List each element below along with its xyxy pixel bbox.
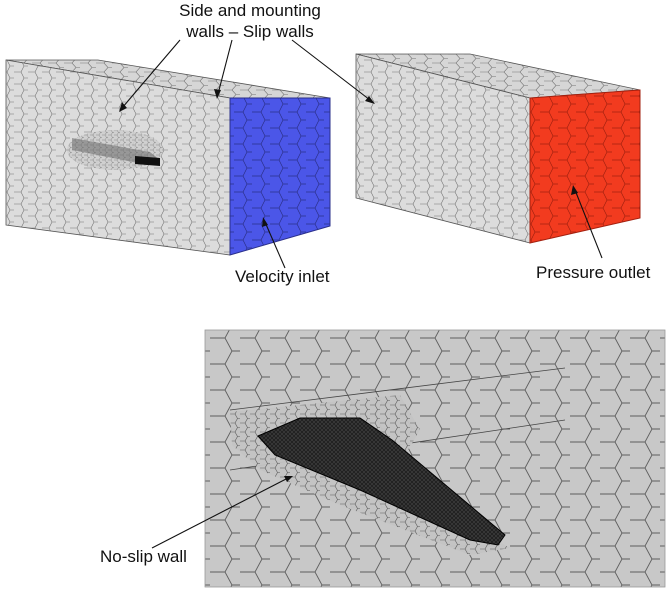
leader-arrowheads (119, 89, 578, 482)
leader-side-wall-top (217, 39, 233, 95)
leader-side-wall-right (291, 39, 371, 101)
leader-pressure-outlet (574, 189, 603, 259)
no-slip-wing-surface (257, 417, 506, 546)
velocity-inlet-face (229, 97, 331, 256)
pressure-outlet-face (529, 89, 641, 244)
right-domain-box (355, 53, 641, 244)
leader-velocity-inlet (264, 221, 286, 269)
side-walls-label: Side and mounting walls – Slip walls (150, 0, 350, 42)
side-walls-label-line2: walls – Slip walls (186, 22, 314, 41)
side-walls-label-line1: Side and mounting (179, 1, 321, 20)
arrowhead-side-wall-left (119, 102, 127, 112)
no-slip-wall-label: No-slip wall (100, 547, 187, 566)
left-domain-box (5, 59, 331, 256)
left-box-wing-tip (135, 156, 160, 166)
leader-lines (121, 39, 603, 549)
arrowhead-no-slip-wall (284, 476, 293, 482)
wing-closeup (204, 329, 666, 588)
leader-side-wall-left (121, 39, 181, 109)
arrowhead-side-wall-right (365, 96, 375, 104)
leader-no-slip-wall (151, 477, 289, 549)
pressure-outlet-label: Pressure outlet (536, 263, 651, 282)
arrowhead-side-wall-top (214, 89, 221, 99)
arrowhead-pressure-outlet (571, 185, 578, 195)
velocity-inlet-label: Velocity inlet (235, 267, 330, 286)
closeup-wake-line-upper (229, 367, 566, 411)
arrowhead-velocity-inlet (262, 217, 268, 227)
